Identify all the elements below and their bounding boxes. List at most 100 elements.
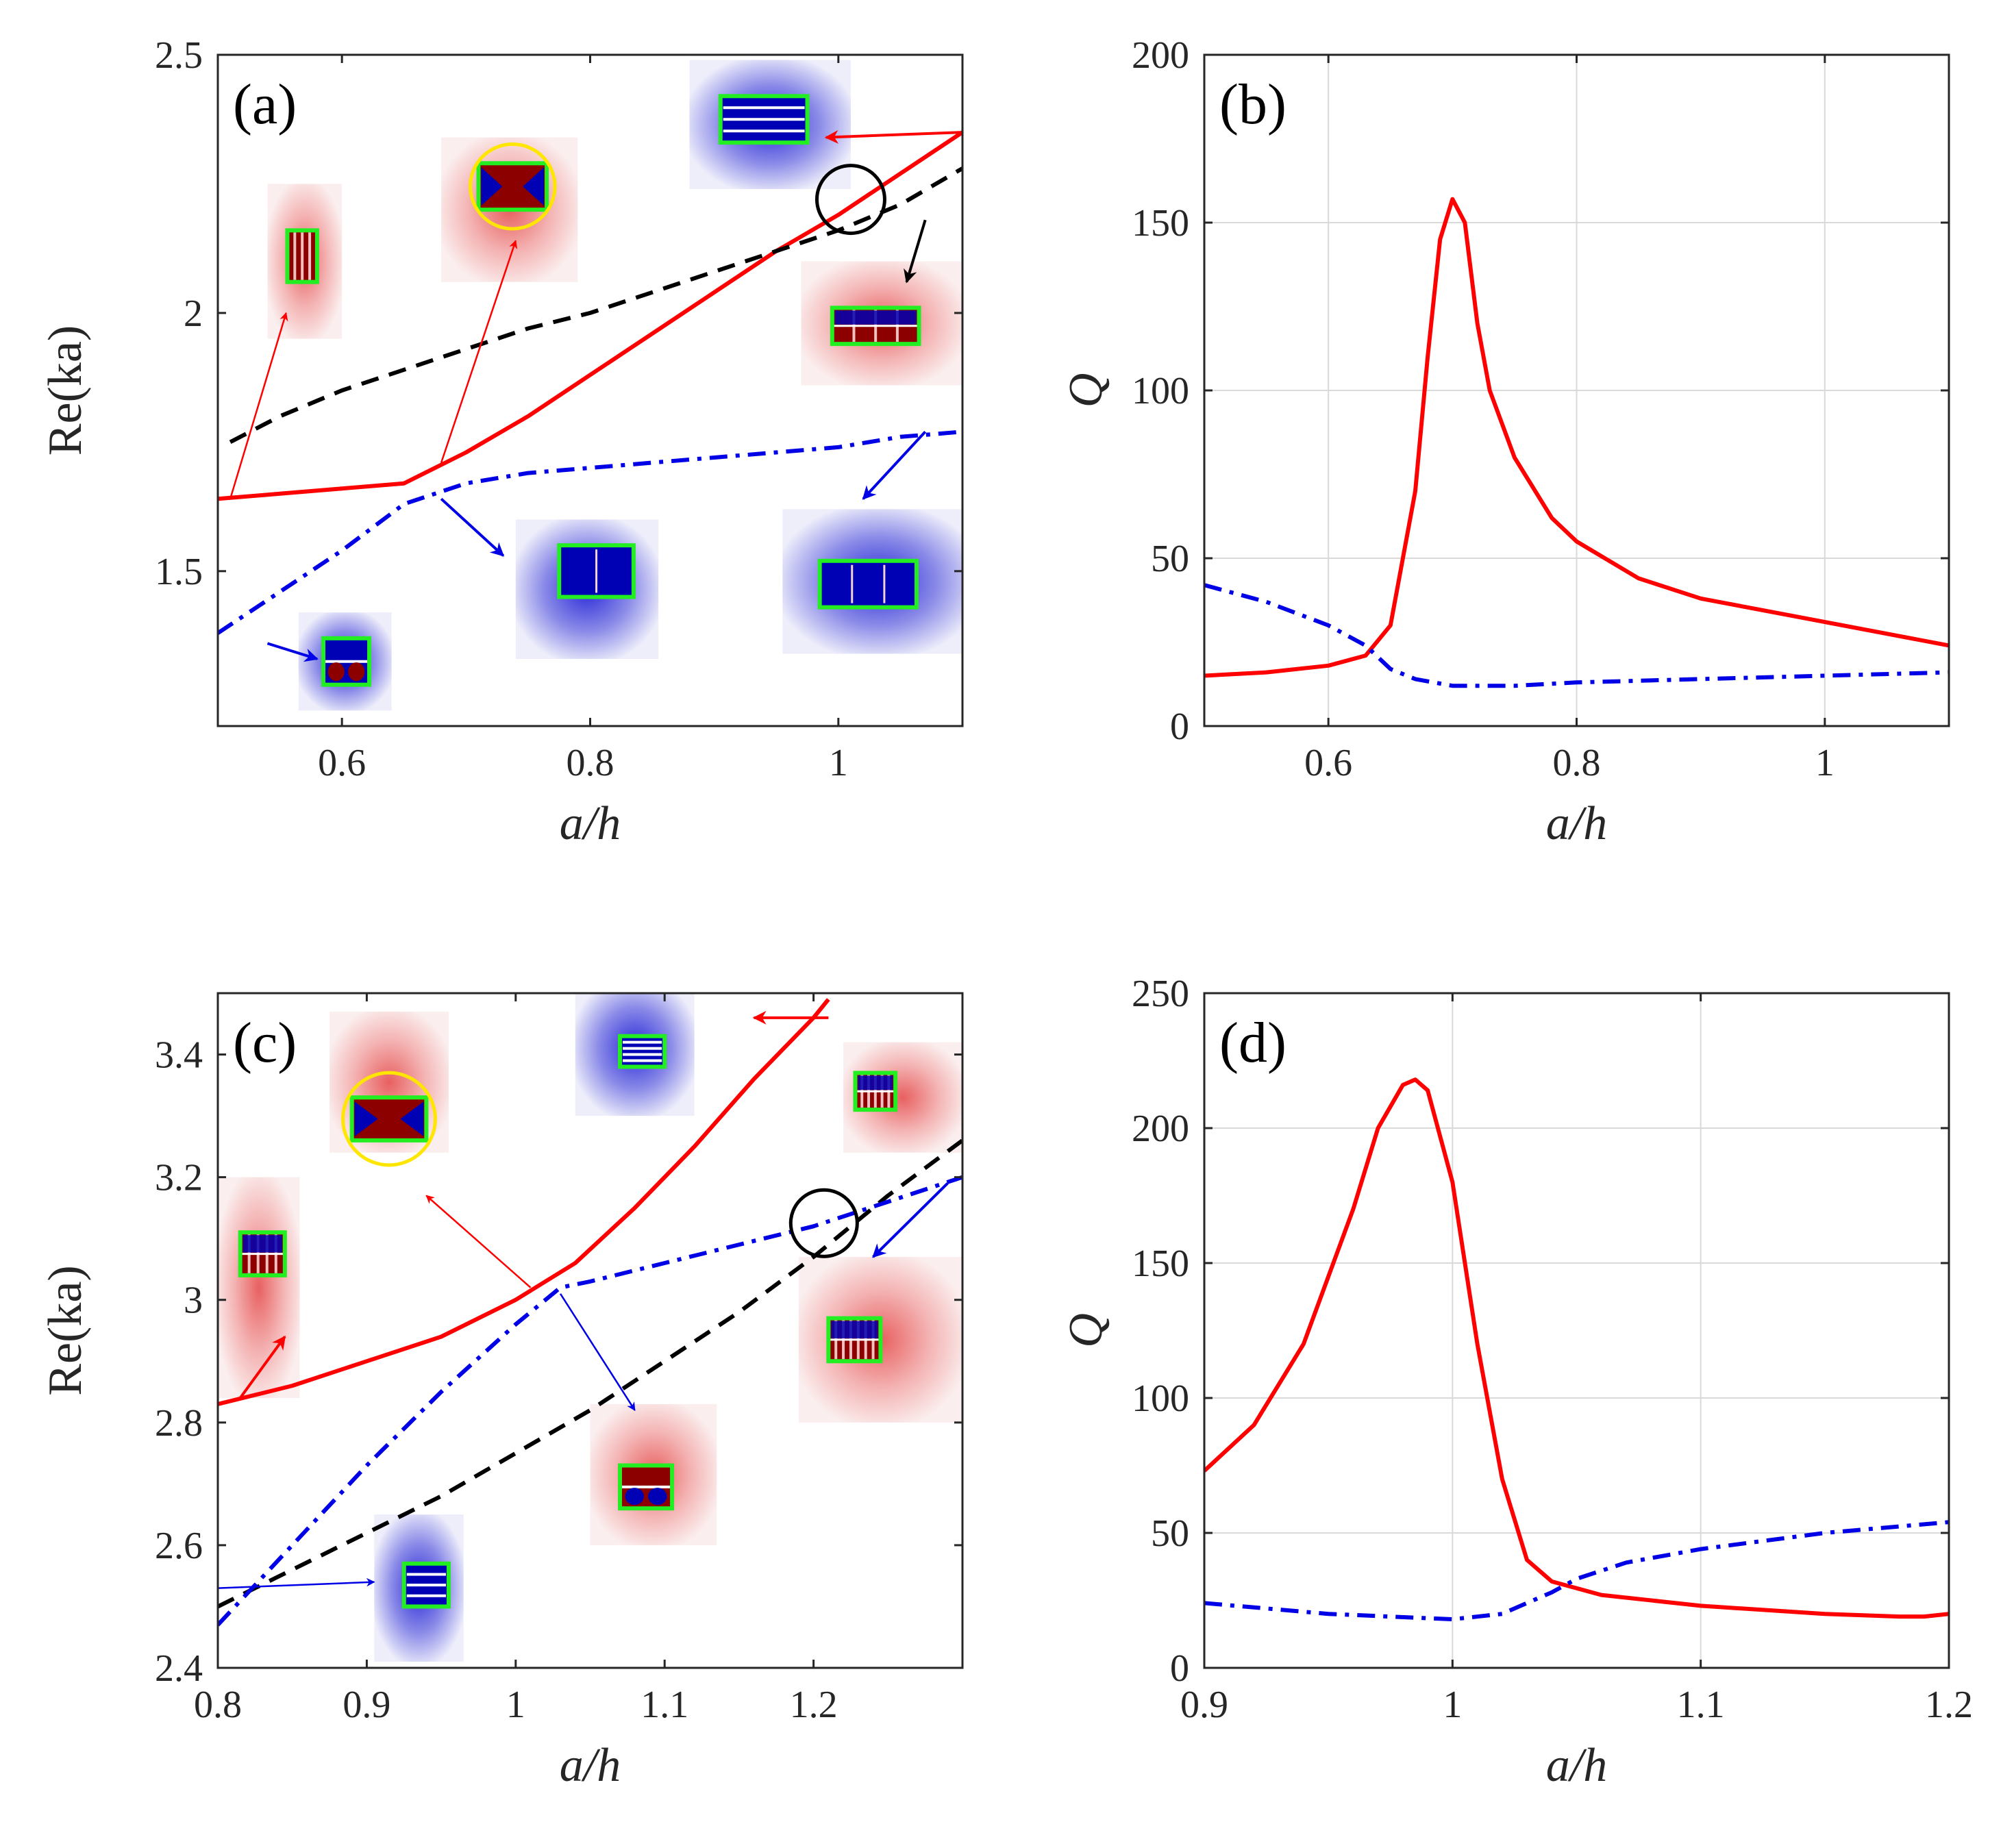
x-tick-label: 1.2 (790, 1684, 838, 1726)
circumscribed-circle (468, 142, 557, 231)
mode-arrow-black (904, 219, 927, 284)
y-axis-label: Q (1060, 373, 1112, 408)
mode-arrow-blue (266, 642, 319, 662)
resonator-outline (617, 1034, 667, 1069)
field-inset (782, 509, 962, 654)
x-tick-label: 1 (506, 1684, 525, 1726)
field-lobe (625, 1488, 644, 1506)
x-axis-label: a/h (1546, 797, 1607, 850)
resonator-outline (321, 636, 372, 687)
panel-label: (c) (233, 1011, 297, 1075)
resonator-outline (238, 1230, 287, 1277)
field-inset (798, 1257, 962, 1423)
field-inset (298, 612, 392, 711)
mode-arrow-blue (218, 1577, 375, 1589)
series-line-red-solid (218, 998, 830, 1406)
field-inset (441, 137, 578, 282)
mode-arrow-red (824, 129, 962, 144)
mode-arrow-blue (440, 497, 505, 557)
field-lobe (831, 1321, 878, 1338)
y-tick-label: 3.2 (155, 1157, 203, 1199)
x-tick-label: 0.8 (567, 742, 614, 784)
mode-arrow-red (425, 1195, 532, 1288)
field-core (819, 560, 917, 608)
x-tick-label: 0.8 (1553, 742, 1601, 784)
resonator-outline (285, 228, 319, 284)
y-axis-label: Q (1060, 1313, 1112, 1348)
y-tick-label: 0 (1170, 706, 1189, 748)
axes-frame (216, 992, 964, 1669)
circumscribed-circle (341, 1071, 437, 1167)
mode-arrow-red (229, 312, 288, 499)
resonator-outline (853, 1071, 898, 1112)
resonator-outline (817, 558, 919, 610)
field-inset (330, 1011, 449, 1167)
y-axis-label: Re(ka) (39, 325, 92, 455)
mode-arrow-blue (862, 430, 927, 500)
y-tick-label: 2.4 (155, 1647, 203, 1690)
field-lobe (327, 662, 345, 682)
panel-d: 0.9 1 1.1 1.2 0 50 100 150 200 250 a/h Q (d) (1060, 973, 1973, 1792)
field-inset (689, 60, 851, 190)
y-tick-label: 3.4 (155, 1034, 203, 1077)
plot-area (1204, 993, 1949, 1668)
series-line-black-dashed (218, 1138, 962, 1609)
resonator-outline (617, 1463, 675, 1511)
field-lobe (858, 1075, 893, 1090)
y-tick-label: 200 (1132, 1108, 1189, 1150)
y-tick-label: 2 (184, 292, 203, 335)
panel-label: (a) (233, 73, 297, 136)
x-tick-label: 0.6 (318, 742, 366, 784)
resonator-outline (476, 161, 549, 212)
y-tick-label: 50 (1151, 1512, 1189, 1555)
x-tick-label: 1 (1815, 742, 1835, 784)
axes-frame (1203, 992, 1950, 1669)
plot-content (1204, 1077, 1949, 1622)
field-lobe (834, 310, 917, 325)
plot-content (218, 993, 962, 1662)
panel-c: 0.8 0.9 1 1.1 1.2 2.4 2.6 2.8 3 3.2 3.4 a/h Re(ka) (c… (39, 992, 964, 1792)
field-inset (801, 261, 962, 386)
field-background (218, 1177, 300, 1398)
y-tick-label: 3 (184, 1279, 203, 1322)
field-core (619, 1036, 665, 1067)
x-tick-label: 1.1 (641, 1684, 688, 1726)
x-tick-label: 0.8 (194, 1684, 242, 1726)
y-tick-label: 150 (1132, 1243, 1189, 1285)
x-tick-label: 0.9 (343, 1684, 390, 1726)
mode-arrow-blue (872, 1182, 949, 1258)
resonator-outline (557, 543, 636, 599)
x-tick-label: 0.6 (1304, 742, 1352, 784)
y-axis-label: Re(ka) (39, 1265, 92, 1395)
x-tick-label: 1 (829, 742, 848, 784)
resonator-outline (826, 1316, 883, 1364)
panel-label: (b) (1219, 73, 1286, 136)
panel-label: (d) (1219, 1011, 1286, 1075)
panel-b: 0.6 0.8 1 0 50 100 150 200 a/h Q (b) (1060, 34, 1950, 850)
mode-arrow-red (238, 1335, 286, 1399)
resonator-outline (830, 305, 921, 347)
y-tick-label: 2.5 (155, 34, 203, 77)
field-inset (575, 993, 695, 1116)
field-lobe (648, 1488, 667, 1506)
field-inset (843, 1042, 962, 1153)
field-inset (267, 184, 343, 339)
y-tick-label: 250 (1132, 973, 1189, 1015)
y-tick-label: 150 (1132, 202, 1189, 245)
field-lobe (354, 1101, 378, 1136)
plot-content (218, 60, 962, 711)
resonator-outline (349, 1095, 429, 1142)
y-tick-label: 2.6 (155, 1525, 203, 1567)
field-inset (515, 519, 659, 659)
x-tick-label: 0.9 (1180, 1684, 1228, 1726)
y-tick-label: 2.8 (155, 1402, 203, 1445)
resonator-outline (401, 1561, 451, 1609)
series-line-red-solid (218, 130, 962, 501)
field-inset (590, 1403, 717, 1545)
y-tick-label: 200 (1132, 34, 1189, 77)
x-axis-label: a/h (560, 1739, 621, 1792)
field-inset (218, 1177, 300, 1398)
x-tick-label: 1.1 (1677, 1684, 1725, 1726)
crossing-circle (815, 164, 886, 236)
